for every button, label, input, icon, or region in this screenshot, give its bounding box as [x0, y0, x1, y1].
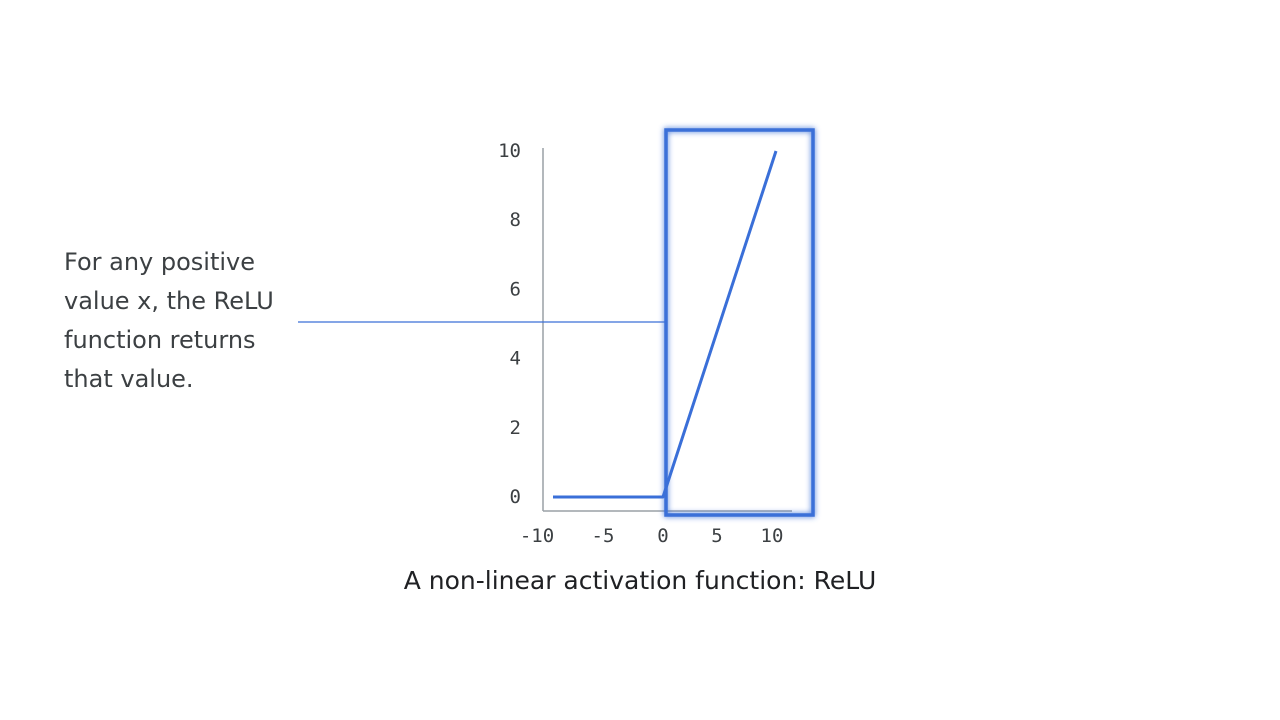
y-tick-labels: 0 2 4 6 8 10: [498, 140, 521, 508]
x-tick-label: -10: [520, 525, 554, 547]
annotation-text: For any positive value x, the ReLU funct…: [64, 248, 274, 393]
y-tick-label: 6: [510, 278, 521, 300]
x-tick-label: -5: [592, 525, 615, 547]
x-tick-label: 0: [657, 525, 668, 547]
y-tick-label: 2: [510, 417, 521, 439]
x-tick-labels: -10 -5 0 5 10: [520, 525, 784, 547]
x-tick-label: 10: [761, 525, 784, 547]
positive-region-highlight-box: [664, 128, 815, 517]
y-tick-label: 10: [498, 140, 521, 162]
chart-caption: A non-linear activation function: ReLU: [403, 566, 877, 595]
x-tick-label: 5: [711, 525, 722, 547]
y-tick-label: 4: [510, 348, 521, 370]
y-tick-label: 0: [510, 486, 521, 508]
y-tick-label: 8: [510, 209, 521, 231]
relu-series-line: [553, 150, 778, 499]
